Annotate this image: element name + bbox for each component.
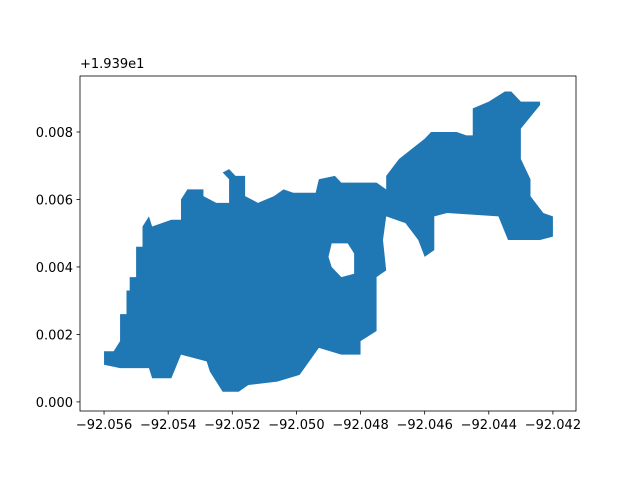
- y-tick-label: 0.002: [36, 328, 73, 343]
- x-tick-label: −92.044: [461, 418, 517, 433]
- polygon: [104, 91, 553, 392]
- y-tick-label: 0.004: [36, 261, 73, 276]
- x-tick-label: −92.056: [76, 418, 132, 433]
- x-tick-label: −92.050: [268, 418, 324, 433]
- x-tick-label: −92.042: [525, 418, 581, 433]
- x-tick-label: −92.048: [332, 418, 388, 433]
- y-offset-text: +1.939e1: [80, 57, 144, 72]
- axes-frame: [79, 75, 577, 412]
- y-tick-label: 0.000: [36, 396, 73, 411]
- x-tick-label: −92.052: [204, 418, 260, 433]
- y-tick-label: 0.006: [36, 193, 73, 208]
- y-tick-label: 0.008: [36, 126, 73, 141]
- x-tick-label: −92.046: [396, 418, 452, 433]
- x-tick-label: −92.054: [140, 418, 196, 433]
